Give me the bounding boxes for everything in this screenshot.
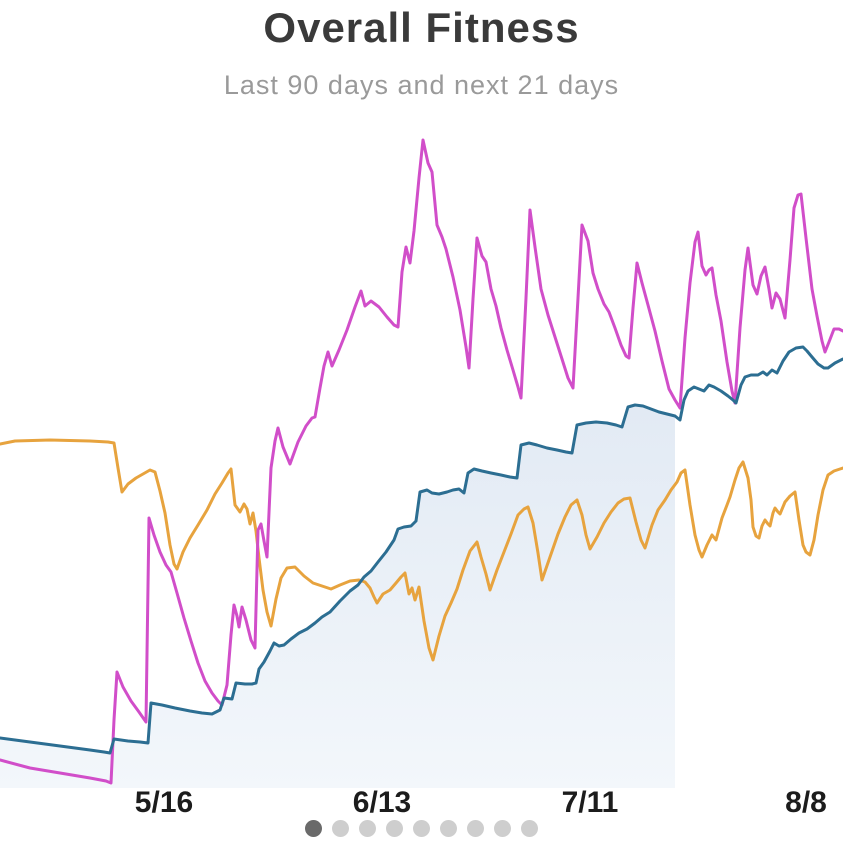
x-tick-label-6-13: 6/13 <box>352 786 412 819</box>
blue-line <box>0 345 843 755</box>
page-subtitle: Last 90 days and next 21 days <box>223 70 620 100</box>
blue-area-fill <box>0 405 675 788</box>
pagination-dot-7[interactable] <box>467 820 484 837</box>
magenta-line <box>0 138 843 785</box>
x-axis: 5/16 6/13 7/11 8/8 <box>0 786 843 820</box>
page-title: Overall Fitness <box>263 4 580 51</box>
pagination-dot-5[interactable] <box>413 820 430 837</box>
pagination-dot-8[interactable] <box>494 820 511 837</box>
pagination-dot-4[interactable] <box>386 820 403 837</box>
x-tick-label-8-8: 8/8 <box>785 786 827 819</box>
pagination-dot-3[interactable] <box>359 820 376 837</box>
x-tick-label-7-11: 7/11 <box>561 786 619 819</box>
pagination-dot-2[interactable] <box>332 820 349 837</box>
pagination-dot-6[interactable] <box>440 820 457 837</box>
pagination-dot-9[interactable] <box>521 820 538 837</box>
orange-line <box>0 438 843 662</box>
pagination-dot-1-active[interactable] <box>305 820 322 837</box>
x-tick-label-5-16: 5/16 <box>134 786 194 819</box>
pagination-dots <box>0 820 843 837</box>
